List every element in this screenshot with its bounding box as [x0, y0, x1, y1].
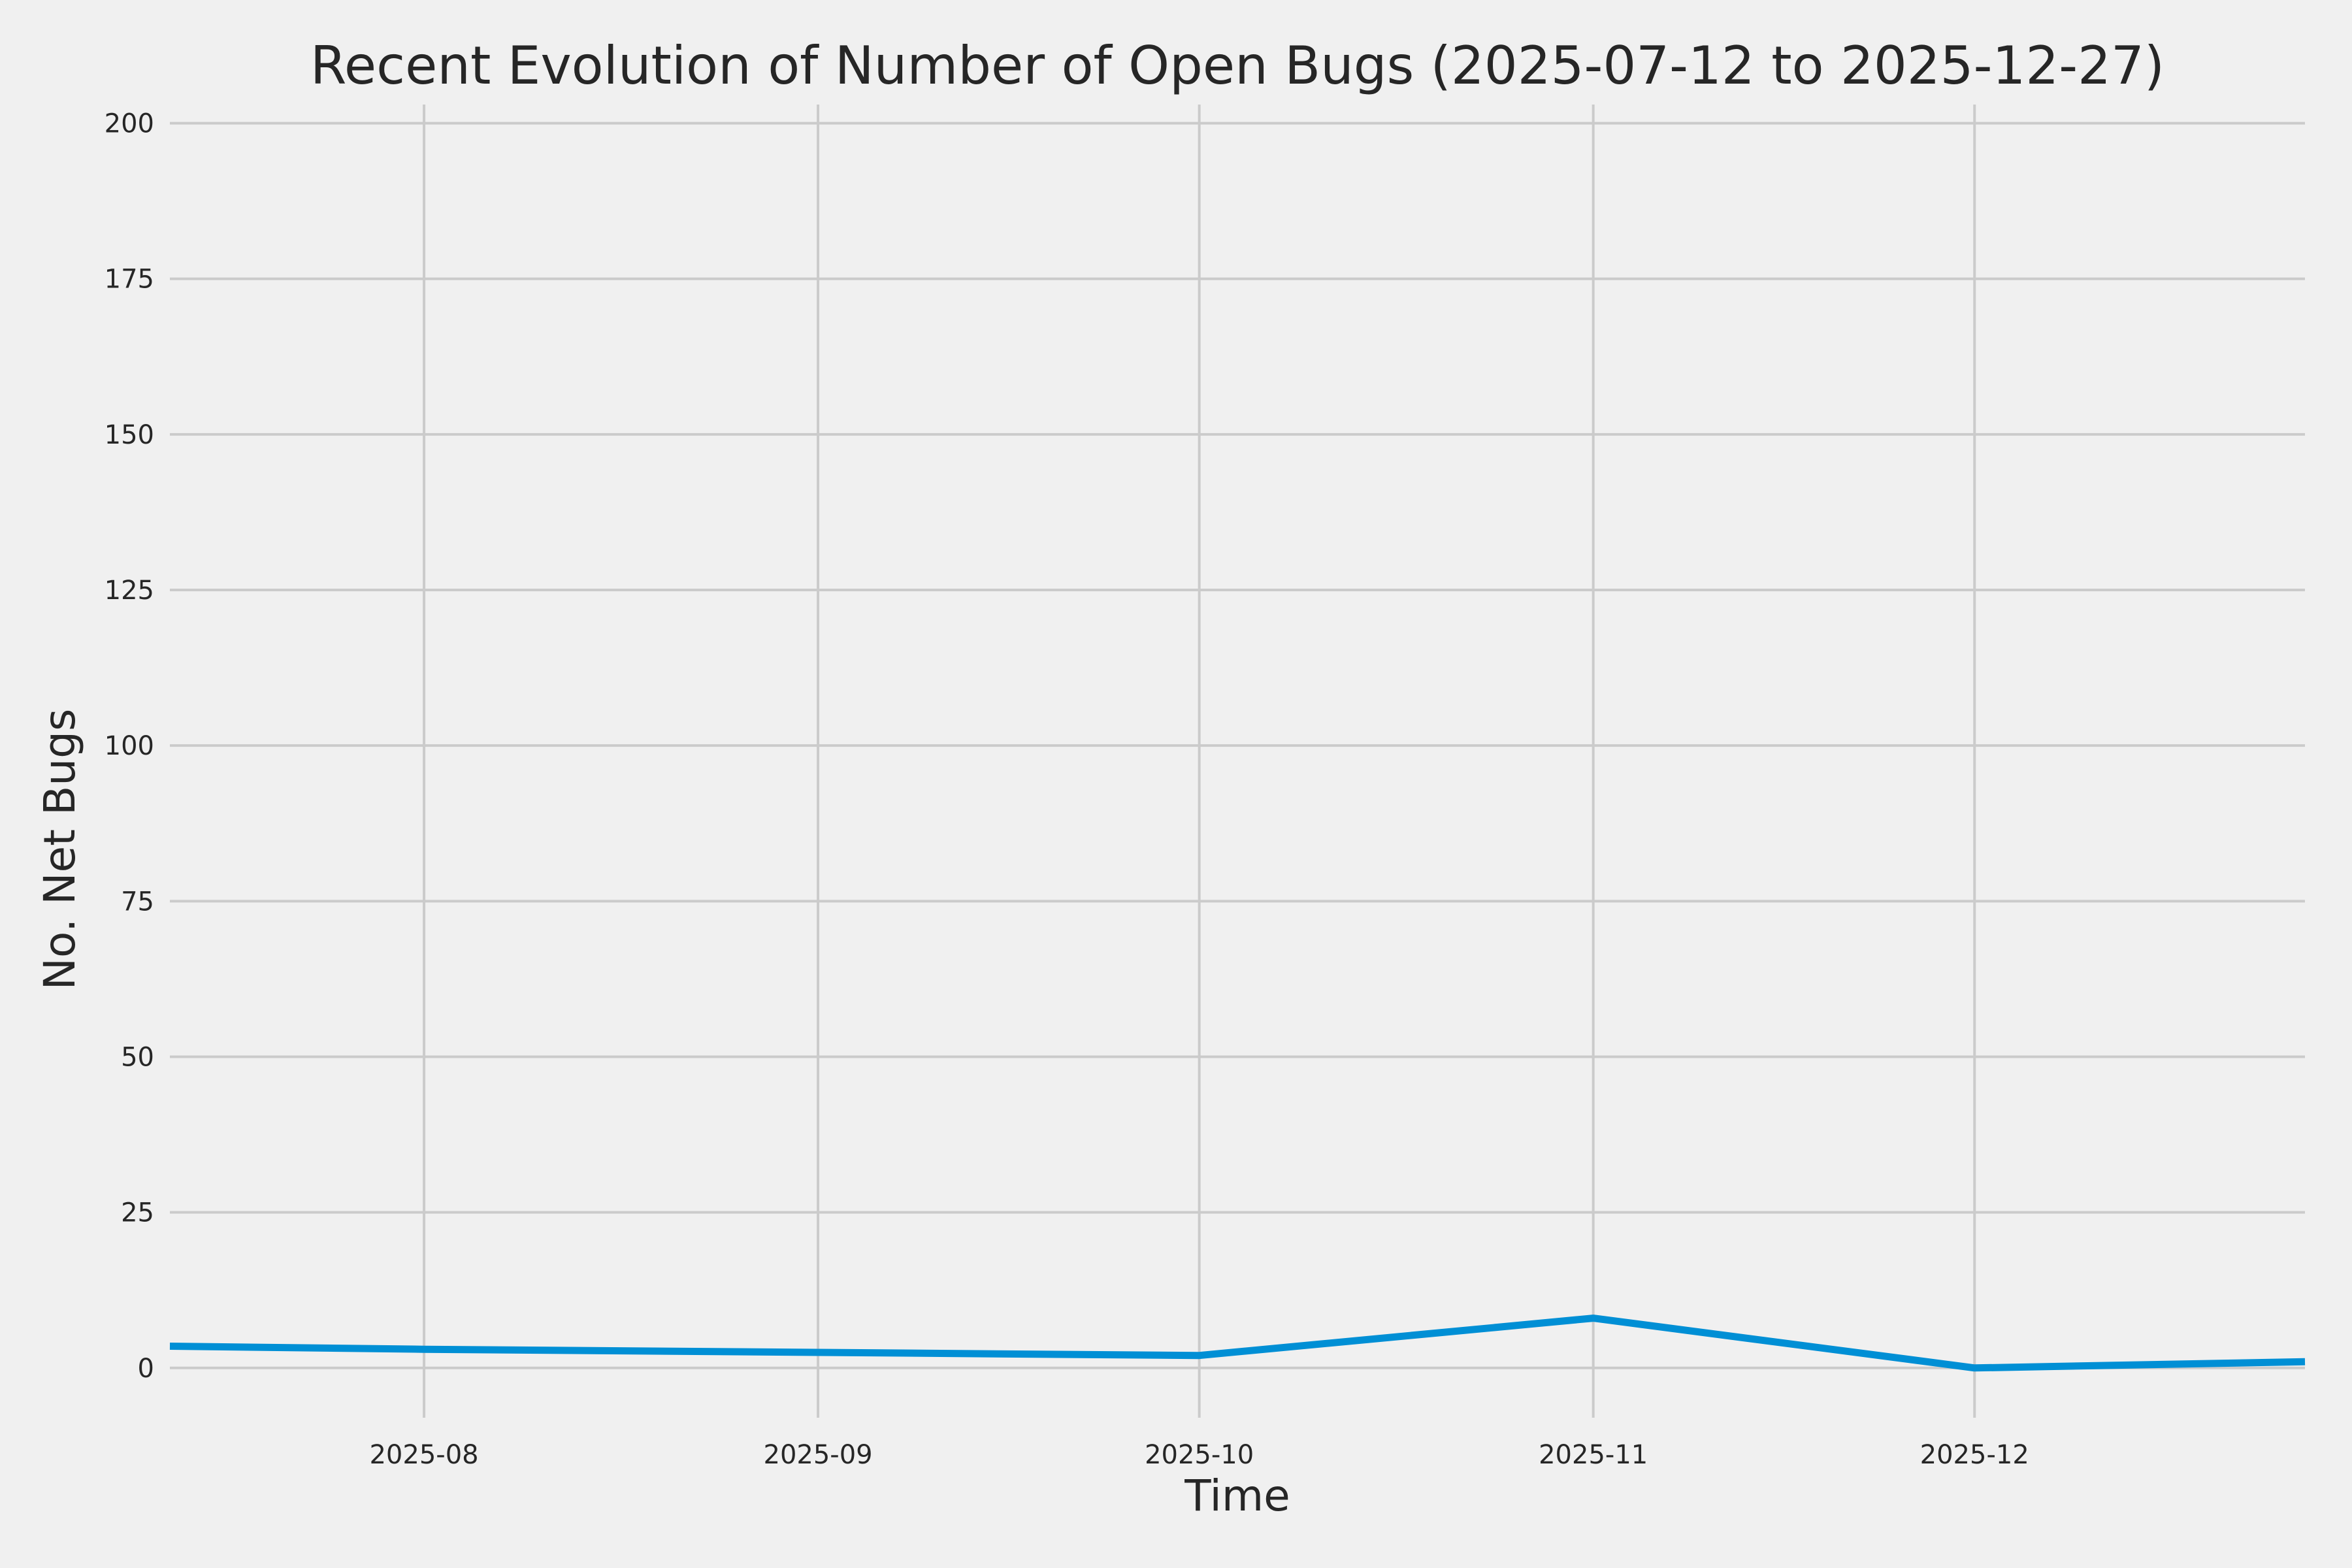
- chart-title: Recent Evolution of Number of Open Bugs …: [310, 35, 2164, 96]
- x-tick-label: 2025-10: [1145, 1440, 1254, 1470]
- y-tick-label: 75: [121, 887, 154, 917]
- y-tick-label: 50: [121, 1042, 154, 1072]
- y-tick-label: 200: [105, 109, 154, 139]
- y-tick-label: 25: [121, 1198, 154, 1228]
- y-tick-label: 150: [105, 420, 154, 450]
- grid: [170, 105, 2305, 1418]
- y-tick-label: 175: [105, 265, 154, 295]
- series-layer: [169, 1315, 2306, 1372]
- y-tick-label: 125: [105, 576, 154, 606]
- y-tick-label: 100: [105, 731, 154, 761]
- tick-labels: 0 25 50 75 100 125 150 175 200 2025-08 2025-09 2025…: [105, 109, 2029, 1470]
- x-tick-label: 2025-08: [369, 1440, 478, 1470]
- y-tick-label: 0: [138, 1354, 154, 1384]
- x-tick-label: 2025-09: [764, 1440, 873, 1470]
- x-tick-label: 2025-12: [1920, 1440, 2029, 1470]
- series-line: [169, 1315, 2306, 1372]
- x-axis-label: Time: [1184, 1471, 1290, 1521]
- x-tick-label: 2025-11: [1539, 1440, 1648, 1470]
- y-axis-label: No. Net Bugs: [35, 709, 85, 990]
